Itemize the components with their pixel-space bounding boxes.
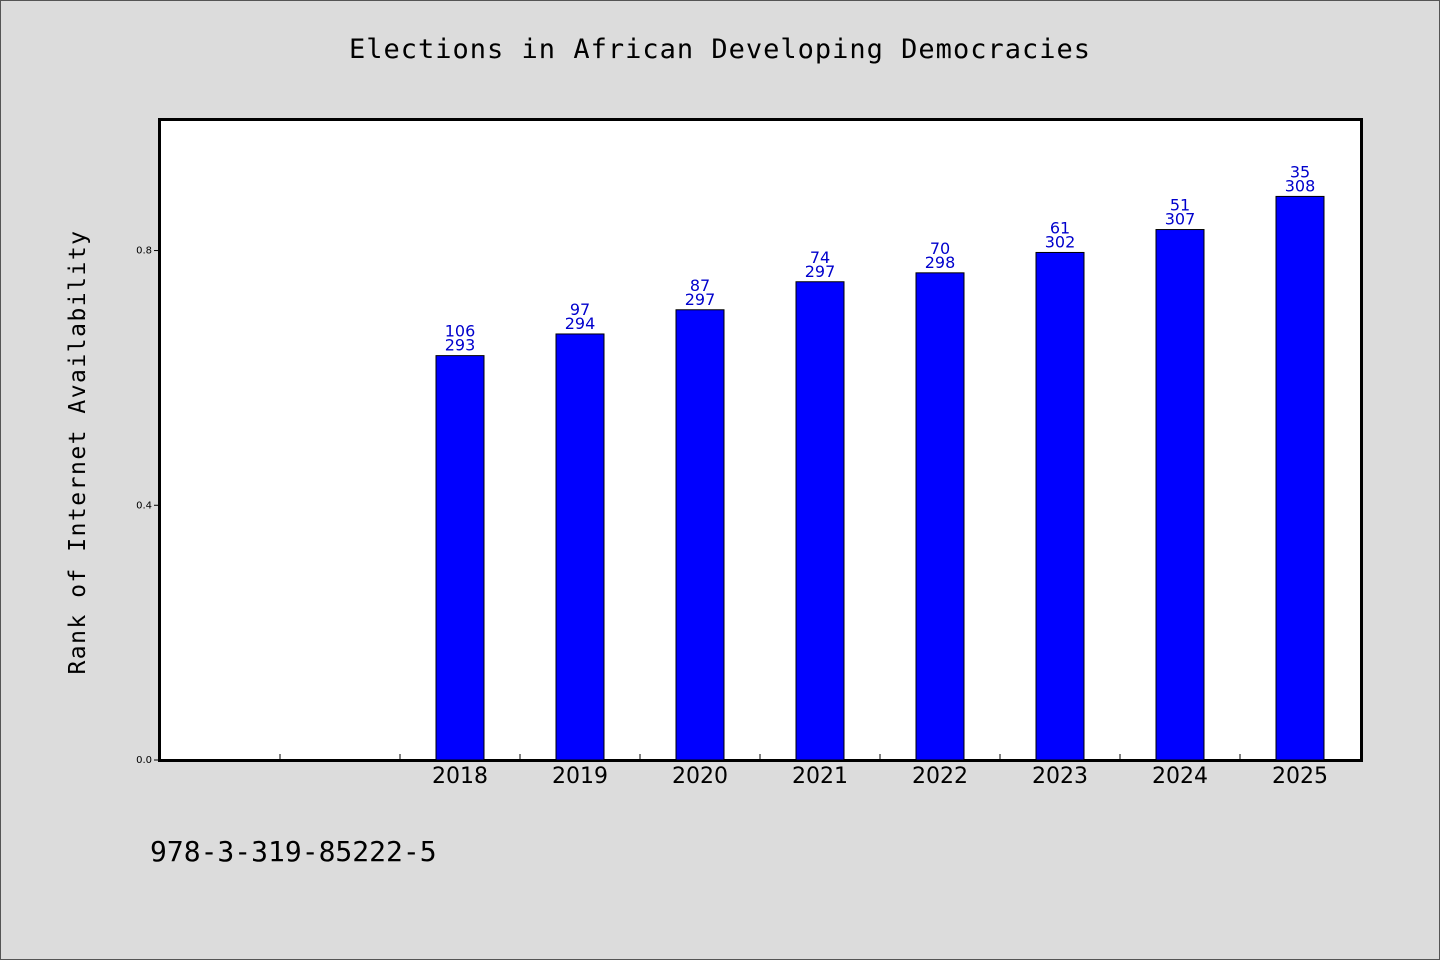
bar-label-top: 70: [930, 239, 950, 258]
chart-title: Elections in African Developing Democrac…: [349, 34, 1091, 65]
x-tick-label: 2020: [672, 764, 728, 789]
bar-label-top: 74: [810, 248, 830, 267]
x-tick-label: 2018: [432, 764, 488, 789]
bar-label-bottom: 297: [685, 290, 716, 309]
x-tick-label: 2022: [912, 764, 968, 789]
bar: [915, 272, 965, 761]
bar-label-bottom: 294: [565, 314, 596, 333]
bar: [555, 333, 605, 761]
bar-label-top: 106: [445, 322, 476, 341]
isbn-label: 978-3-319-85222-5: [150, 835, 437, 868]
bar-label-top: 97: [570, 300, 590, 319]
bar-label-top: 87: [690, 276, 710, 295]
bar-label-top: 51: [1170, 196, 1190, 215]
bar-label-top: 35: [1290, 162, 1310, 181]
bar: [795, 281, 845, 761]
y-tick-label: 0.0: [136, 755, 152, 766]
bar-label-bottom: 293: [445, 336, 476, 355]
bar: [675, 309, 725, 761]
bar-label-bottom: 297: [805, 262, 836, 281]
x-tick-label: 2021: [792, 764, 848, 789]
x-tick-label: 2019: [552, 764, 608, 789]
x-tick-label: 2024: [1152, 764, 1208, 789]
bar: [1035, 251, 1085, 761]
bar: [1155, 229, 1205, 761]
bar: [1275, 195, 1325, 761]
bar-label-bottom: 298: [925, 253, 956, 272]
x-tick-label: 2023: [1032, 764, 1088, 789]
bar-label-bottom: 307: [1165, 210, 1196, 229]
y-tick-label: 0.4: [136, 500, 152, 511]
bar: [435, 355, 485, 761]
bar-label-bottom: 308: [1285, 176, 1316, 195]
y-tick-label: 0.8: [136, 246, 152, 257]
x-tick-label: 2025: [1272, 764, 1328, 789]
bar-label-bottom: 302: [1045, 232, 1076, 251]
bar-label-top: 61: [1050, 218, 1070, 237]
